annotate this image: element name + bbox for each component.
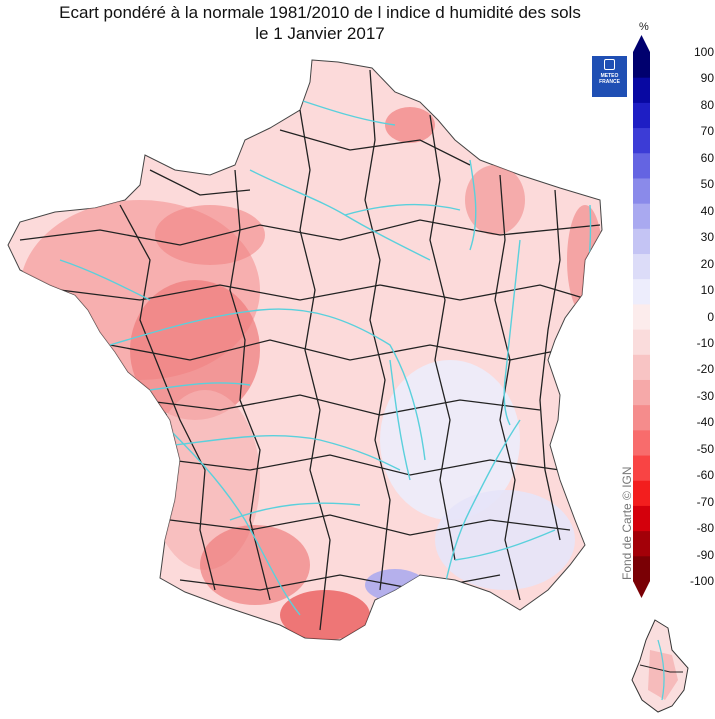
river-somme [299,99,396,126]
colorbar-tick-label: -50 [696,441,714,456]
colorbar-segment [633,228,650,255]
colorbar-segment [633,455,650,481]
river-marne [344,203,461,216]
colorbar-tick-label: -10 [696,335,714,350]
colorbar-tick-label: -30 [696,388,714,403]
colorbar-tick-label: 20 [700,256,714,271]
map-title: Ecart pondéré à la normale 1981/2010 de … [0,2,640,44]
border-line [109,339,561,361]
colorbar-tick-label: 70 [700,124,714,139]
colorbar-segment [633,152,650,179]
mainland-france [7,59,603,641]
river-garonne [159,419,301,616]
border-line [149,169,251,196]
logo-line-2: FRANCE [599,79,620,85]
title-line-1: Ecart pondéré à la normale 1981/2010 de … [59,3,581,22]
colorbar-tick-label: 60 [700,150,714,165]
colorbar-tick-label: -60 [696,468,714,483]
pyrenees-dry-zone [280,590,370,640]
river-allier [389,359,411,481]
colorbar-segment [633,530,650,557]
border-line [139,394,541,416]
river-saone [503,239,521,426]
aquitaine-zone [150,390,260,570]
border-line [279,129,471,166]
colorbar-segment [633,354,650,380]
colorbar-segment [633,253,650,280]
colorbar-tick-label: -80 [696,521,714,536]
border-line [429,114,456,561]
colorbar-segment [633,278,650,305]
colorbar-segment [633,404,650,431]
north-dry-zone [385,107,435,143]
corsica-river [657,639,665,701]
title-line-2: le 1 Janvier 2017 [255,24,385,43]
border-line [169,454,561,476]
corsica-border [639,664,683,673]
river-meuse [469,159,477,251]
brittany-dry-zone [155,205,265,265]
colorbar-segment [633,52,650,78]
river-loire [109,308,426,461]
colorbar-tick-label: 10 [700,283,714,298]
colorbar-tick-label: 30 [700,230,714,245]
rivers [59,99,592,616]
river-durance [454,529,556,561]
colorbar-tick-label: -70 [696,494,714,509]
colorbar-tick-label: 80 [700,97,714,112]
river-seine [249,169,431,261]
alsace-dry-zone [567,205,602,315]
colorbar-segment [633,480,650,506]
colorbar-segment [633,555,650,582]
department-borders [19,69,601,631]
colorbar-tick-label: 40 [700,203,714,218]
river-rhone [444,419,521,586]
toulouse-dry-zone [200,525,310,605]
corsica-dry-zone [648,650,678,700]
river-vilaine [59,259,151,301]
border-line [19,219,601,246]
colorbar-tick-label: 0 [707,309,714,324]
colorbar-segment [633,379,650,406]
border-line [59,284,591,301]
colorbar-segment [633,102,650,129]
colorbar-segment [633,505,650,532]
colorbar-segment [633,429,650,456]
colorbar-tick-label: 100 [693,45,714,59]
colorbar-tick-label: -100 [689,574,714,588]
colorbar-min-arrow [633,581,650,598]
logo-line-1: METEO [600,73,619,79]
border-line [539,189,561,541]
colorbar-max-arrow [633,35,650,52]
colorbar-segment [633,203,650,229]
river-dordogne [174,435,401,471]
colorbar-tick-label: -90 [696,547,714,562]
colorbar-segment [633,329,650,355]
border-line [169,514,571,536]
colorbar-segment [633,177,650,204]
river-lot [229,502,361,521]
anomaly-shading [20,107,602,640]
meteo-france-logo: METEO FRANCE [592,56,627,97]
colorbar-tick-label: -40 [696,415,714,430]
border-line [229,169,271,601]
meteo-france-mark-icon [604,59,615,70]
colorbar-tick-label: 90 [700,71,714,86]
corsica [631,619,689,713]
river-charente [149,382,251,391]
colorbar-segment [633,303,650,330]
colorbar-tick-label: -20 [696,362,714,377]
lorraine-dry-zone [465,165,525,235]
colorbar-segment [633,127,650,154]
colorbar [633,35,650,598]
colorbar-unit: % [639,21,649,33]
colorbar-tick-label: 50 [700,177,714,192]
border-line [364,69,391,591]
border-line [119,204,216,591]
colorbar-segment [633,77,650,103]
